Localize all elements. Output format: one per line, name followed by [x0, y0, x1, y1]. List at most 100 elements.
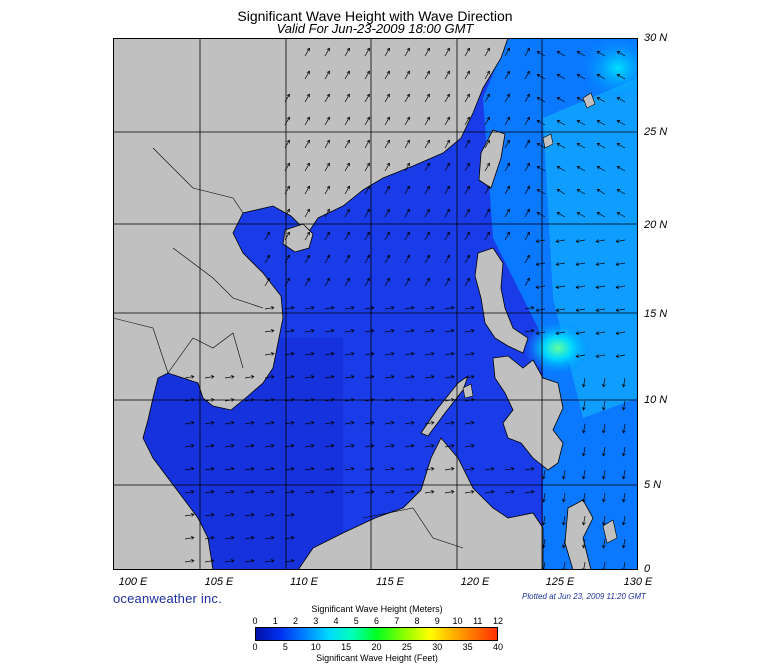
wave-arrow — [364, 443, 375, 448]
wave-arrow — [324, 420, 335, 425]
wave-arrow — [364, 305, 375, 310]
land-taiwan — [478, 129, 506, 189]
lon-label-125: 125 E — [545, 576, 575, 588]
wave-arrow — [304, 443, 315, 448]
wave-arrow — [464, 374, 475, 379]
wave-arrow — [484, 185, 490, 195]
wave-arrow — [304, 374, 315, 379]
wave-arrow — [264, 231, 270, 241]
wave-arrow — [504, 489, 515, 494]
colorbar-title-meters: Significant Wave Height (Meters) — [311, 604, 443, 614]
wave-arrow — [264, 489, 275, 494]
wave-arrow — [621, 515, 626, 526]
wave-arrow — [464, 466, 475, 471]
wave-arrow — [364, 397, 375, 402]
wave-arrow — [444, 47, 450, 57]
wave-arrow — [204, 466, 215, 471]
wave-arrow — [324, 305, 335, 310]
wave-arrow — [264, 351, 275, 356]
wave-arrow — [596, 74, 606, 80]
wave-arrow — [344, 208, 350, 218]
wave-arrow — [344, 185, 350, 195]
wave-arrow — [364, 185, 370, 195]
wave-arrow — [424, 277, 430, 287]
wave-arrow — [621, 423, 626, 434]
wave-arrow — [575, 331, 586, 336]
colorbar — [255, 627, 498, 641]
wave-arrow — [404, 254, 410, 264]
wave-arrow — [536, 166, 546, 172]
wave-arrow — [384, 397, 395, 402]
wave-arrow — [556, 143, 566, 149]
wave-arrow — [484, 139, 490, 149]
wave-arrow — [424, 397, 435, 402]
wave-arrow — [344, 489, 355, 494]
wave-arrow — [404, 443, 415, 448]
wave-arrow — [284, 374, 295, 379]
wave-arrow — [444, 185, 450, 195]
feet-tick: 10 — [310, 642, 321, 652]
wave-arrow — [556, 74, 566, 80]
wave-arrow — [284, 328, 295, 333]
wave-arrow — [424, 116, 430, 126]
meter-tick: 10 — [452, 616, 463, 626]
wave-arrow — [424, 328, 435, 333]
wave-arrow — [324, 328, 335, 333]
wave-arrow — [601, 469, 606, 480]
wave-arrow — [444, 305, 455, 310]
wave-arrow — [556, 166, 566, 172]
wave-arrow — [384, 420, 395, 425]
wave-arrow — [444, 116, 450, 126]
wave-arrow — [364, 93, 370, 103]
wave-arrow — [344, 397, 355, 402]
wave-arrow — [404, 420, 415, 425]
wave-arrow — [384, 443, 395, 448]
wave-arrow — [404, 116, 410, 126]
wave-arrow — [424, 231, 430, 241]
wave-arrow — [535, 262, 546, 267]
wave-arrow — [344, 93, 350, 103]
wave-arrow — [424, 305, 435, 310]
wave-arrow — [364, 420, 375, 425]
wave-arrow — [304, 185, 310, 195]
wave-arrow — [344, 277, 350, 287]
wave-arrow — [524, 162, 530, 172]
wave-arrow — [616, 120, 626, 126]
wave-arrow — [184, 489, 195, 494]
wave-arrow — [244, 443, 255, 448]
wave-arrow — [204, 558, 215, 563]
map-title: Significant Wave Height with Wave Direct… — [237, 8, 513, 24]
wave-arrow — [536, 74, 546, 80]
wave-arrow — [344, 420, 355, 425]
wave-arrow — [424, 351, 435, 356]
wave-arrow — [464, 93, 470, 103]
wave-arrow — [555, 331, 566, 336]
plotted-timestamp: Plotted at Jun 23, 2009 11:20 GMT — [522, 592, 646, 601]
wave-arrow — [404, 139, 410, 149]
wave-arrow — [504, 93, 510, 103]
wave-arrow — [615, 308, 626, 313]
wave-arrow — [344, 466, 355, 471]
wave-arrow — [536, 51, 546, 57]
wave-arrow — [524, 328, 535, 333]
wave-arrow — [284, 489, 295, 494]
wave-arrow — [264, 305, 275, 310]
land-asia — [113, 38, 509, 570]
wave-arrow — [581, 538, 586, 549]
wave-arrow — [324, 116, 330, 126]
wave-arrow — [464, 47, 470, 57]
wave-arrow — [424, 162, 430, 172]
feet-tick: 25 — [401, 642, 412, 652]
wave-arrow — [404, 208, 410, 218]
feet-tick: 0 — [252, 642, 258, 652]
wave-arrow — [284, 535, 295, 540]
wave-arrow — [404, 305, 415, 310]
wave-arrow — [464, 185, 470, 195]
wave-arrow — [304, 139, 310, 149]
wave-arrow — [615, 285, 626, 290]
wave-arrow — [384, 208, 390, 218]
wave-arrow — [596, 143, 606, 149]
wave-arrow — [284, 208, 290, 218]
wave-arrow — [404, 397, 415, 402]
wave-arrow — [184, 374, 195, 379]
